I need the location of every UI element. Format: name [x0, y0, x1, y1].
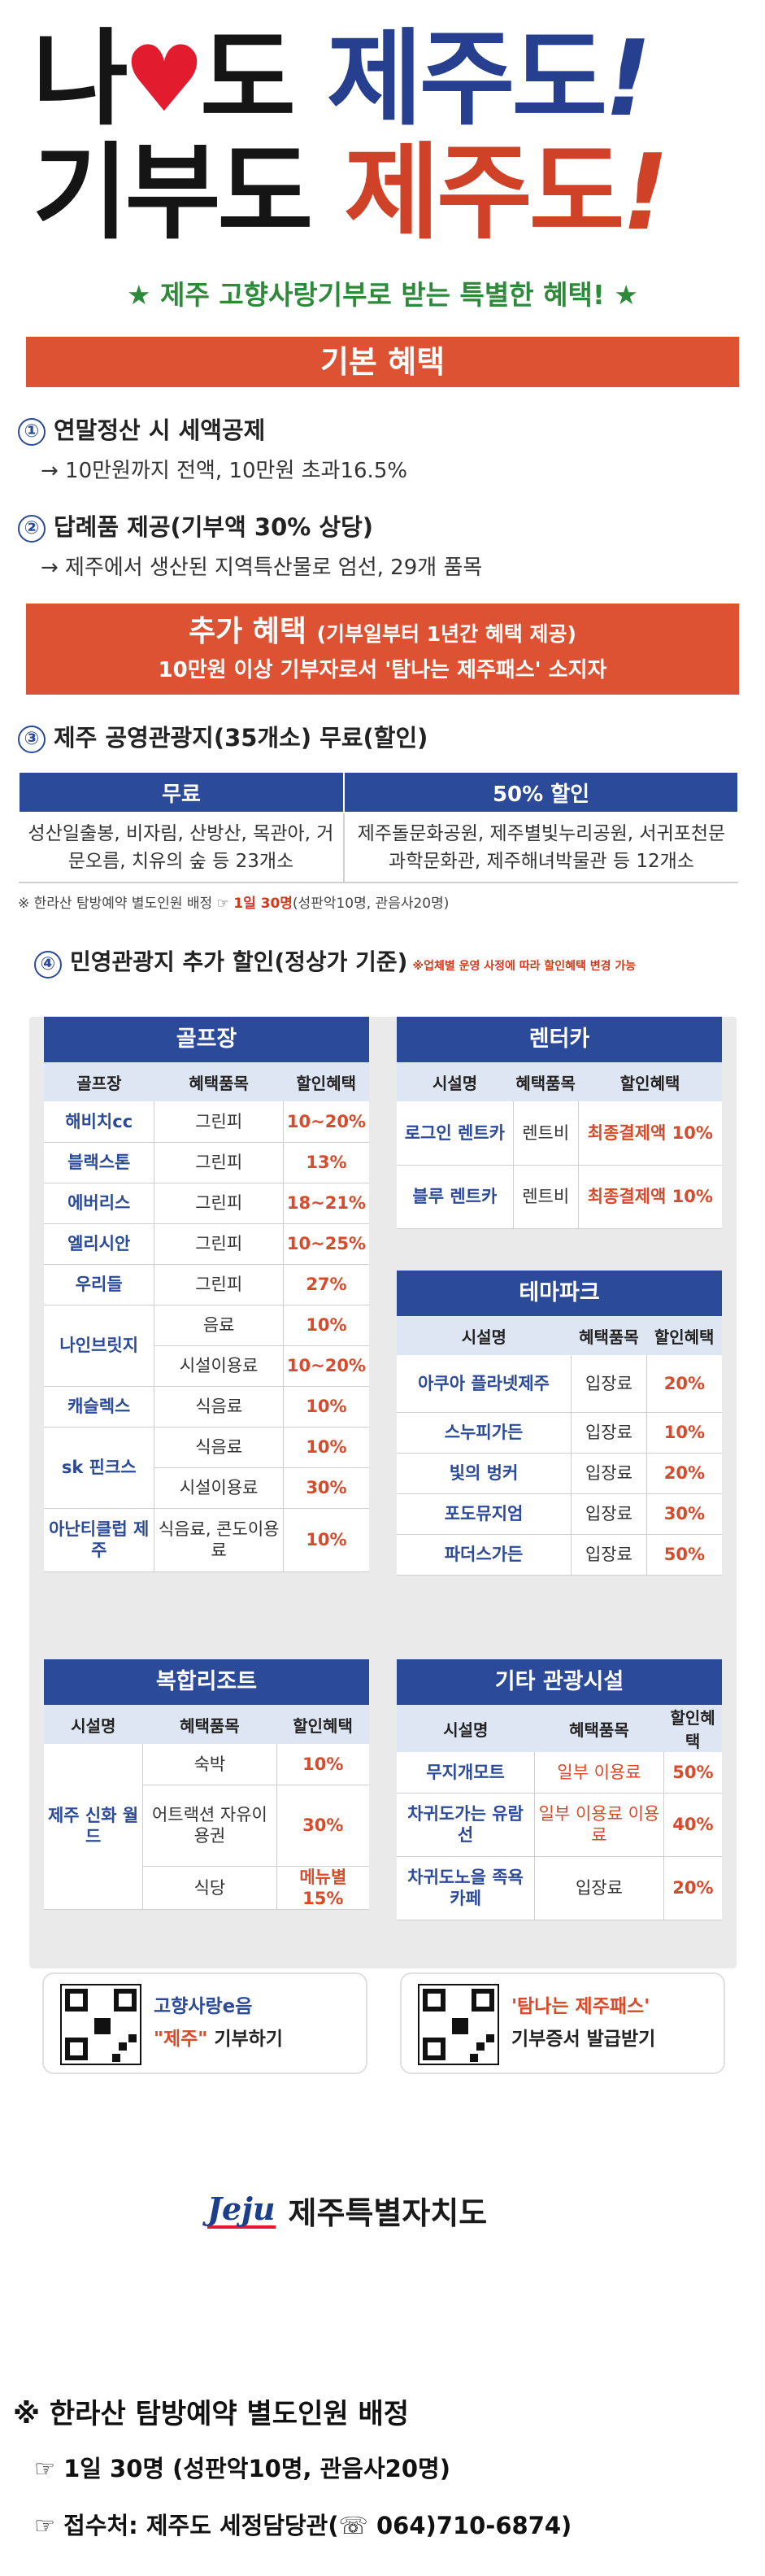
table-row: 블루 렌트카 렌트비 최종결제액 10%	[397, 1165, 722, 1229]
table-row: 무지개모트 일부 이용료 50%	[397, 1752, 722, 1794]
themepark-box: 테마파크 시설명 혜택품목 할인혜택 아쿠아 플라넷제주 입장료 20% 스누피가든 입장…	[397, 1271, 722, 1576]
footer-line-3: ☞ 접수처: 제주도 세정담당관(☏ 064)710-6874)	[34, 2512, 572, 2539]
table-row: 나인브릿지 음료 10%	[44, 1305, 369, 1387]
hero-word-gibudo: 기부도	[33, 133, 313, 254]
qr-code-icon[interactable]	[418, 1984, 499, 2065]
themepark-header: 테마파크	[397, 1271, 722, 1316]
benefit-3-title: ③ 제주 공영관광지(35개소) 무료(할인)	[18, 719, 765, 753]
table-row: 캐슬렉스 식음료 10%	[44, 1386, 369, 1427]
col-free: 무료	[18, 771, 345, 813]
table-row: 시설이용료 10~20%	[44, 1345, 369, 1387]
hero-line-2: 기부도 제주도!	[33, 137, 732, 251]
footer-line-2: ☞ 1일 30명 (성판악10명, 관음사20명)	[34, 2455, 450, 2482]
benefit-2-desc: → 제주에서 생산된 지역특산물로 엄선, 29개 품목	[41, 556, 483, 580]
qr-section: 고향사랑e음 "제주" 기부하기 '탐나는 제주패스' 기부증서 발급받기	[42, 1972, 725, 2074]
rentcar-header: 렌터카	[397, 1017, 722, 1062]
heart-icon: ♥	[123, 27, 205, 133]
table-row: sk 핀크스 식음료 10%	[44, 1427, 369, 1509]
free-list: 성산일출봉, 비자림, 산방산, 목관아, 거문오름, 치유의 숲 등 23개소	[19, 813, 345, 883]
hero-word-na: 나	[33, 19, 128, 140]
col-half: 50% 할인	[343, 771, 739, 813]
tamna-pass-label: '탐나는 제주패스'	[511, 1996, 650, 2017]
table-row: 포도뮤지엄 입장료 30%	[397, 1493, 722, 1535]
hero-word-do: 도	[200, 19, 296, 140]
donate-qr-card[interactable]: 고향사랑e음 "제주" 기부하기	[42, 1972, 367, 2074]
table-row: 블랙스톤 그린피 13%	[44, 1142, 369, 1183]
certificate-qr-card[interactable]: '탐나는 제주패스' 기부증서 발급받기	[400, 1972, 725, 2074]
table-row: 식당 메뉴별 15%	[44, 1866, 369, 1910]
other-header: 기타 관광시설	[397, 1659, 722, 1705]
hero-jejudo-blue: 제주도!	[326, 19, 652, 140]
jeju-logo-text: 제주특별자치도	[288, 2195, 488, 2231]
subtitle: ★ 제주 고향사랑기부로 받는 특별한 혜택! ★	[127, 279, 638, 311]
table-row: 빛의 벙커 입장료 20%	[397, 1453, 722, 1494]
benefit-1-desc: → 10만원까지 전액, 10만원 초과16.5%	[41, 459, 408, 483]
private-attractions-panel: 골프장 골프장 혜택품목 할인혜택 해비치cc 그린피 10~20% 블랙스톤 그린피 13…	[29, 1017, 737, 1968]
table-row: 제주 신화 월드 숙박 10%	[44, 1744, 369, 1910]
golf-header: 골프장	[44, 1017, 369, 1062]
table-row: 스누피가든 입장료 10%	[397, 1412, 722, 1454]
half-list: 제주돌문화공원, 제주별빛누리공원, 서귀포천문과학문화관, 제주해녀박물관 등…	[344, 813, 738, 883]
hero-line-1: 나 ♥ 도 제주도!	[33, 23, 732, 137]
extra-benefit-header: 추가 혜택 (기부일부터 1년간 혜택 제공) 10만원 이상 기부자로서 '탐…	[26, 604, 739, 695]
other-facilities-box: 기타 관광시설 시설명 혜택품목 할인혜택 무지개모트 일부 이용료 50% 차귀도가는…	[397, 1659, 722, 1920]
table-row: 차귀도가는 유람선 일부 이용료 이용료 40%	[397, 1793, 722, 1857]
benefit-1-title: ① 연말정산 시 세액공제	[18, 412, 765, 446]
hero-title: 나 ♥ 도 제주도! 기부도 제주도!	[0, 0, 765, 251]
golf-box: 골프장 골프장 혜택품목 할인혜택 해비치cc 그린피 10~20% 블랙스톤 그린피 13…	[44, 1017, 369, 1572]
qr-code-icon[interactable]	[60, 1984, 141, 2065]
resort-box: 복합리조트 시설명 혜택품목 할인혜택 제주 신화 월드 숙박 10% 어트랙션 자유이…	[44, 1659, 369, 1910]
hallasan-note: ※ 한라산 탐방예약 별도인원 배정 ☞ 1일 30명(성판악10명, 관음사2…	[18, 896, 450, 912]
table-row: 차귀도노을 족욕카페 입장료 20%	[397, 1856, 722, 1920]
table-row: 아쿠아 플라넷제주 입장료 20%	[397, 1355, 722, 1413]
public-attractions-table: 무료 50% 할인 성산일출봉, 비자림, 산방산, 목관아, 거문오름, 치유…	[18, 771, 739, 883]
basic-benefit-header: 기본 혜택	[26, 337, 739, 387]
rentcar-box: 렌터카 시설명 혜택품목 할인혜택 로그인 렌트카 렌트비 최종결제액 10% 블루 렌…	[397, 1017, 722, 1229]
table-row: 해비치cc 그린피 10~20%	[44, 1101, 369, 1143]
table-row: 엘리시안 그린피 10~25%	[44, 1223, 369, 1265]
table-row: 에버리스 그린피 18~21%	[44, 1183, 369, 1224]
table-row: 어트랙션 자유이용권 30%	[44, 1785, 369, 1867]
table-row: 파더스가든 입장료 50%	[397, 1534, 722, 1576]
table-row: 로그인 렌트카 렌트비 최종결제액 10%	[397, 1101, 722, 1166]
benefit-2-title: ② 답례품 제공(기부액 30% 상당)	[18, 508, 765, 543]
benefit-4-title: ④ 민영관광지 추가 할인(정상가 기준) ※업체별 운영 사정에 따라 할인혜택 …	[34, 944, 765, 979]
footer-notes: ※ 한라산 탐방예약 별도인원 배정 ☞ 1일 30명 (성판악10명, 관음사…	[13, 2391, 745, 2541]
jeju-logo-mark: Jeju	[207, 2190, 276, 2229]
hero-jejudo-red: 제주도!	[344, 133, 669, 254]
jeju-logo: Jeju 제주특별자치도	[207, 2188, 487, 2233]
table-row: 아난티클럽 제주 식음료, 콘도이용료 10%	[44, 1508, 369, 1572]
table-row: 우리들 그린피 27%	[44, 1264, 369, 1305]
footer-line-1: ※ 한라산 탐방예약 별도인원 배정	[13, 2398, 410, 2430]
table-row: 시설이용료 30%	[44, 1467, 369, 1509]
gohyang-label: 고향사랑e음	[154, 1996, 253, 2017]
resort-header: 복합리조트	[44, 1659, 369, 1705]
